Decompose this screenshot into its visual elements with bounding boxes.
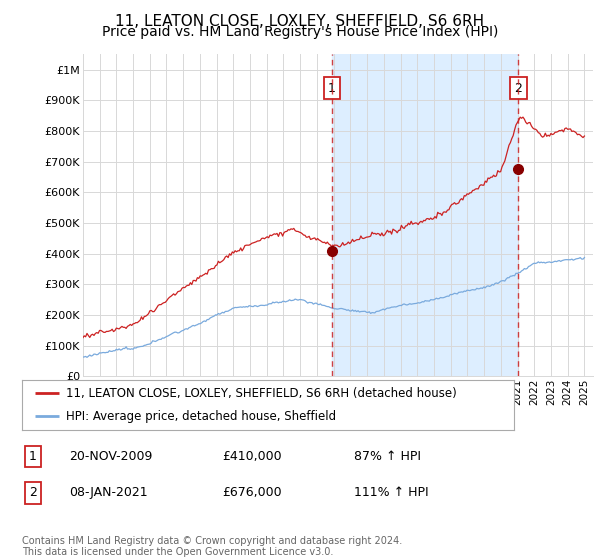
Text: Price paid vs. HM Land Registry's House Price Index (HPI): Price paid vs. HM Land Registry's House … [102,25,498,39]
Text: HPI: Average price, detached house, Sheffield: HPI: Average price, detached house, Shef… [67,410,337,423]
Bar [332,54,518,376]
Text: 20-NOV-2009: 20-NOV-2009 [69,450,152,463]
Text: 111% ↑ HPI: 111% ↑ HPI [354,486,428,500]
Text: 08-JAN-2021: 08-JAN-2021 [69,486,148,500]
Text: £410,000: £410,000 [222,450,281,463]
Text: Contains HM Land Registry data © Crown copyright and database right 2024.
This d: Contains HM Land Registry data © Crown c… [22,535,403,557]
Text: 11, LEATON CLOSE, LOXLEY, SHEFFIELD, S6 6RH: 11, LEATON CLOSE, LOXLEY, SHEFFIELD, S6 … [115,14,485,29]
Text: 2: 2 [514,82,523,95]
Text: 87% ↑ HPI: 87% ↑ HPI [354,450,421,463]
Text: 2: 2 [29,486,37,500]
Text: £676,000: £676,000 [222,486,281,500]
Text: 11, LEATON CLOSE, LOXLEY, SHEFFIELD, S6 6RH (detached house): 11, LEATON CLOSE, LOXLEY, SHEFFIELD, S6 … [67,387,457,400]
Text: 1: 1 [29,450,37,463]
Text: 1: 1 [328,82,336,95]
